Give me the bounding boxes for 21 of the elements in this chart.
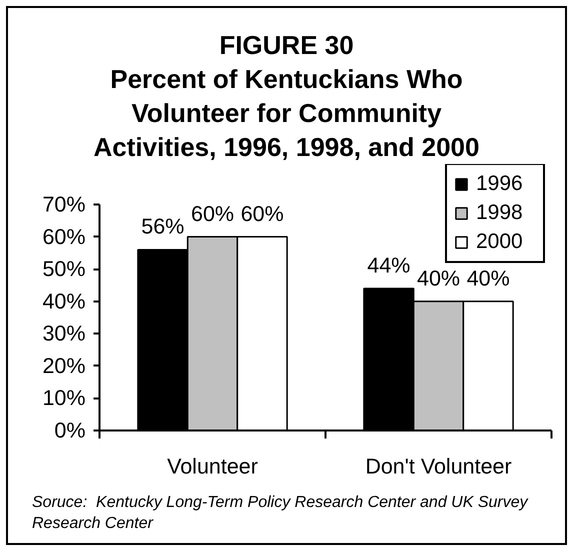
data-label: 60% — [190, 202, 234, 226]
legend-label: 1996 — [476, 172, 524, 196]
y-tick-label: 40% — [42, 289, 86, 314]
legend-label: 2000 — [476, 230, 524, 254]
data-label: 60% — [240, 202, 284, 226]
x-tick-label: Don't Volunteer — [365, 454, 512, 478]
x-tick-label: Volunteer — [167, 454, 258, 478]
y-tick-label: 50% — [42, 257, 86, 282]
y-tick-label: 20% — [42, 354, 86, 378]
data-label: 44% — [367, 253, 410, 278]
y-tick-label: 30% — [42, 322, 86, 346]
chart-title: FIGURE 30 Percent of Kentuckians Who Volunteer for Community Activities, 1996, 1998, and 2000 — [92, 29, 480, 164]
legend-label: 1998 — [476, 201, 524, 225]
text: Soruce: Kentucky Long-Term Policy Research Center and UK Survey Research Center — [31, 493, 530, 534]
y-tick-label: 0% — [54, 418, 86, 442]
y-tick-label: 10% — [42, 386, 86, 410]
data-label: 40% — [466, 266, 510, 290]
y-tick-label: 60% — [42, 224, 86, 249]
y-tick-label: 70% — [42, 192, 86, 216]
data-label: 40% — [416, 266, 460, 290]
data-label: 56% — [141, 214, 184, 239]
